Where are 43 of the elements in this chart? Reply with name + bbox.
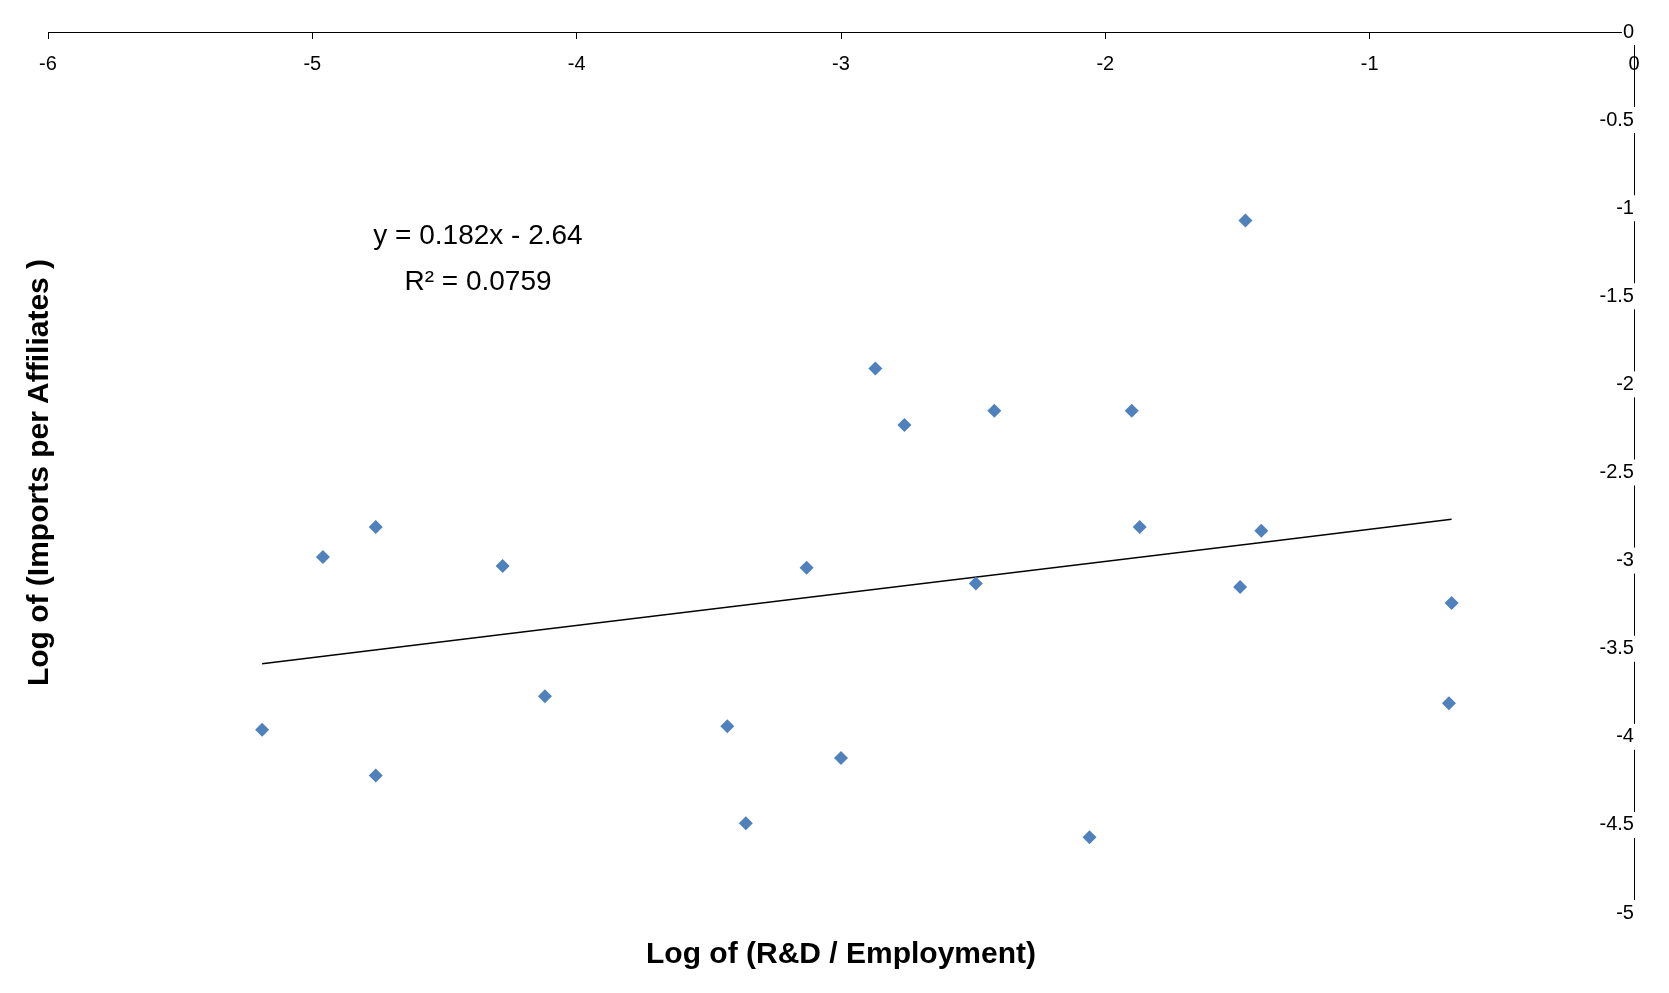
y-tick-label: -0.5 xyxy=(1599,107,1634,130)
point xyxy=(368,520,383,535)
point xyxy=(1132,520,1147,535)
y-tick-label: -4 xyxy=(1616,724,1634,747)
point xyxy=(255,722,270,737)
y-tick-label: -4.5 xyxy=(1599,812,1634,835)
annotation: y = 0.182x - 2.64 xyxy=(373,218,583,250)
point xyxy=(315,550,330,565)
x-tick-label: -6 xyxy=(39,51,57,74)
y-tick-label: -1 xyxy=(1616,195,1634,218)
x-tick-label: -2 xyxy=(1096,51,1115,74)
x-tick-label: -3 xyxy=(832,51,850,74)
x-tick-label: -1 xyxy=(1360,51,1379,74)
annotation: R² = 0.0759 xyxy=(404,264,552,296)
point xyxy=(868,361,883,376)
point xyxy=(738,816,753,831)
x-axis-title: Log of (R&D / Employment) xyxy=(646,936,1036,970)
y-tick-label: -1.5 xyxy=(1599,283,1634,306)
point xyxy=(897,417,912,432)
point xyxy=(368,768,383,783)
point xyxy=(968,576,983,591)
point xyxy=(834,750,848,765)
point xyxy=(1441,696,1456,711)
point xyxy=(1082,830,1097,845)
point xyxy=(1238,213,1253,228)
y-tick-label: -2 xyxy=(1616,371,1634,394)
y-tick-label: 0 xyxy=(1622,19,1634,42)
y-tick-label: -5 xyxy=(1616,900,1634,923)
point xyxy=(1233,580,1248,595)
x-tick-label: -4 xyxy=(567,51,586,74)
point xyxy=(1444,595,1459,610)
point xyxy=(537,689,552,704)
y-tick-label: -3.5 xyxy=(1599,636,1634,659)
y-tick-label: -3 xyxy=(1616,548,1634,571)
point xyxy=(720,719,735,734)
point xyxy=(1254,523,1269,538)
point xyxy=(987,403,1002,418)
point xyxy=(495,558,510,573)
x-tick-label: -5 xyxy=(303,51,322,74)
point xyxy=(799,560,814,575)
point xyxy=(1124,403,1139,418)
y-tick-label: -2.5 xyxy=(1599,460,1634,483)
y-axis-title: Log of (Imports per Affiliates ) xyxy=(21,258,55,687)
